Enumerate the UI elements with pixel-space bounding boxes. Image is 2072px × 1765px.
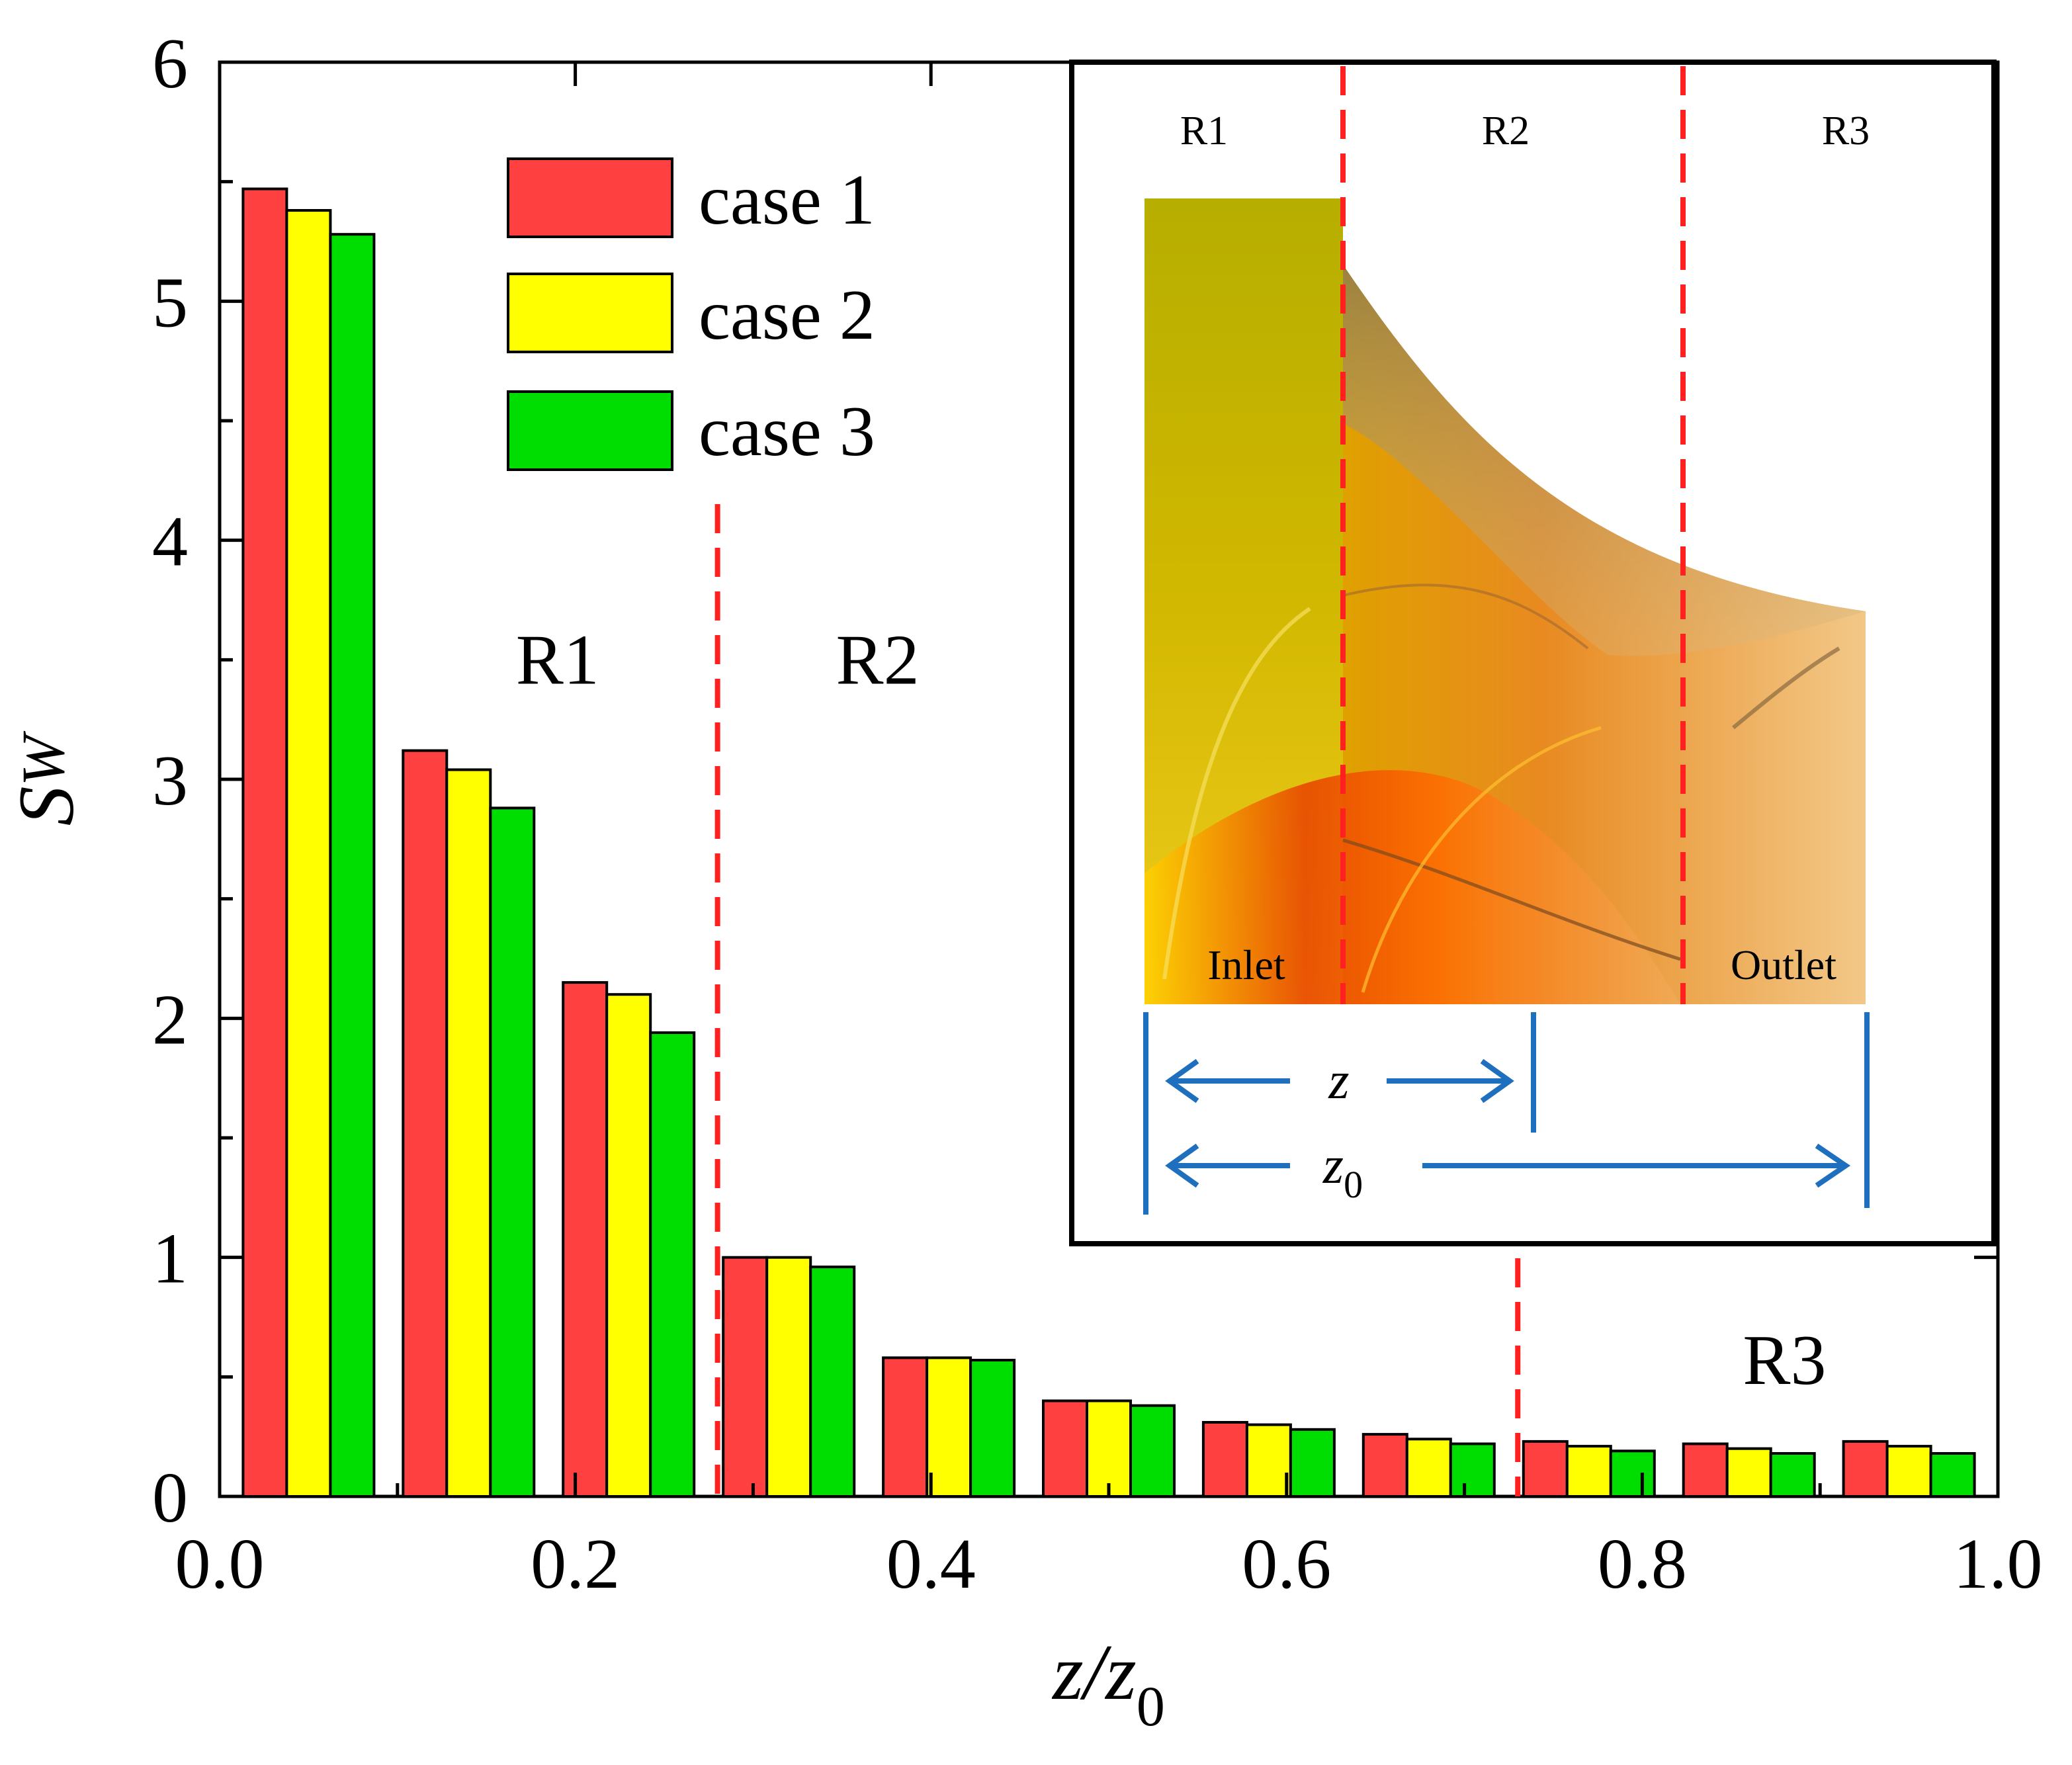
y-axis-label: SW bbox=[2, 730, 90, 826]
bar-case-2-5 bbox=[1086, 1399, 1132, 1498]
legend-swatch-case-3 bbox=[507, 390, 673, 471]
bar-case-3-0 bbox=[329, 233, 376, 1498]
axes: 0.0 0.2 0.4 0.6 0.8 1.0 0 1 2 3 4 5 6 bbox=[152, 24, 2043, 1604]
bar-case-1-2 bbox=[562, 981, 609, 1498]
bar-case-1-5 bbox=[1042, 1399, 1088, 1498]
bar-case-1-9 bbox=[1682, 1442, 1729, 1498]
inset-z0-main: z bbox=[1322, 1137, 1344, 1195]
bar-case-3-3 bbox=[809, 1266, 856, 1498]
inset-z-label: z bbox=[1328, 1052, 1349, 1110]
bar-case-2-3 bbox=[765, 1256, 812, 1498]
inset-blade-curve-2 bbox=[1342, 583, 1589, 650]
y-tick-label: 2 bbox=[152, 980, 188, 1059]
bar-case-3-10 bbox=[1929, 1452, 1976, 1498]
bar-case-3-5 bbox=[1129, 1404, 1176, 1498]
x-axis-label-main: z/z bbox=[1051, 1628, 1137, 1716]
inset-z0-label: z0 bbox=[1322, 1137, 1363, 1206]
bar-case-2-1 bbox=[445, 768, 492, 1498]
bar-case-1-3 bbox=[722, 1256, 769, 1498]
inset-label-r1: R1 bbox=[1180, 108, 1228, 153]
bar-case-2-4 bbox=[926, 1356, 972, 1498]
svg-text:SW: SW bbox=[2, 730, 90, 826]
bar-case-1-10 bbox=[1842, 1440, 1889, 1498]
y-axis-label-main: S bbox=[2, 786, 90, 826]
bar-case-3-7 bbox=[1449, 1442, 1496, 1498]
y-tick-label: 3 bbox=[152, 742, 188, 820]
inset-outlet-label: Outlet bbox=[1731, 941, 1836, 988]
x-axis-label: z/z0 bbox=[1051, 1628, 1165, 1738]
bar-case-1-0 bbox=[241, 187, 288, 1498]
inset-label-r3: R3 bbox=[1822, 108, 1870, 153]
bar-case-1-6 bbox=[1201, 1421, 1248, 1498]
inset-z-arrow bbox=[1165, 1058, 1851, 1188]
bar-case-2-8 bbox=[1565, 1445, 1612, 1498]
bar-case-2-0 bbox=[285, 209, 332, 1498]
inset-lower-sweep bbox=[1144, 770, 1680, 1004]
region-label-r1: R1 bbox=[516, 621, 599, 699]
inset-blade-curve-3 bbox=[1162, 607, 1311, 980]
bar-case-2-9 bbox=[1725, 1447, 1772, 1498]
x-tick-label: 0.4 bbox=[886, 1525, 976, 1604]
bar-case-2-2 bbox=[605, 993, 652, 1498]
legend-label-case-3: case 3 bbox=[699, 392, 875, 471]
bar-case-2-10 bbox=[1885, 1445, 1932, 1498]
region-boundaries bbox=[714, 504, 1521, 1496]
bar-case-2-6 bbox=[1245, 1423, 1292, 1498]
bar-case-3-8 bbox=[1609, 1449, 1656, 1498]
x-tick-label: 0.8 bbox=[1598, 1525, 1687, 1604]
x-tick-label: 1.0 bbox=[1954, 1525, 2043, 1604]
inset-inlet-label: Inlet bbox=[1207, 941, 1285, 988]
legend-label-case-2: case 2 bbox=[699, 276, 875, 355]
bar-case-3-9 bbox=[1769, 1452, 1816, 1498]
y-axis-label-sub: W bbox=[9, 730, 77, 786]
region-label-r3: R3 bbox=[1743, 1321, 1826, 1400]
inset-blade-curve-5 bbox=[1732, 646, 1840, 730]
bars-group bbox=[241, 187, 1976, 1498]
bar-case-3-4 bbox=[969, 1359, 1016, 1498]
x-axis-label-sub: 0 bbox=[1137, 1674, 1165, 1738]
x-tick-label: 0.6 bbox=[1242, 1525, 1331, 1604]
y-tick-label: 1 bbox=[152, 1220, 188, 1299]
y-tick-label: 0 bbox=[152, 1459, 188, 1537]
legend-swatch-case-2 bbox=[507, 273, 673, 353]
x-tick-label: 0.2 bbox=[531, 1525, 620, 1604]
legend-label-case-1: case 1 bbox=[699, 161, 875, 239]
x-tick-label: 0.0 bbox=[175, 1525, 265, 1604]
bar-case-1-4 bbox=[882, 1356, 929, 1498]
legend-swatch-case-1 bbox=[507, 157, 673, 238]
bar-case-3-6 bbox=[1289, 1428, 1336, 1498]
inset-blade-curve-1 bbox=[1342, 838, 1681, 961]
inset-label-r2: R2 bbox=[1482, 108, 1530, 153]
legend: case 1 case 2 case 3 bbox=[507, 157, 875, 471]
y-tick-label: 5 bbox=[152, 263, 188, 342]
bar-case-1-1 bbox=[402, 749, 449, 1498]
inset-blade-curve-4 bbox=[1361, 726, 1602, 993]
inset-z0-sub: 0 bbox=[1344, 1163, 1363, 1206]
bar-case-2-7 bbox=[1405, 1438, 1452, 1498]
y-tick-label: 4 bbox=[152, 503, 188, 581]
bar-case-1-7 bbox=[1361, 1433, 1408, 1498]
region-label-r2: R2 bbox=[836, 621, 920, 699]
inset-upper-sweep bbox=[1343, 265, 1866, 656]
bar-case-3-1 bbox=[489, 806, 536, 1498]
inset-schematic: R1 R2 R3 Inlet Outlet z z0 bbox=[1069, 60, 1997, 1246]
y-tick-label: 6 bbox=[152, 24, 188, 103]
bar-case-3-2 bbox=[649, 1031, 696, 1498]
bar-case-1-8 bbox=[1522, 1440, 1569, 1498]
